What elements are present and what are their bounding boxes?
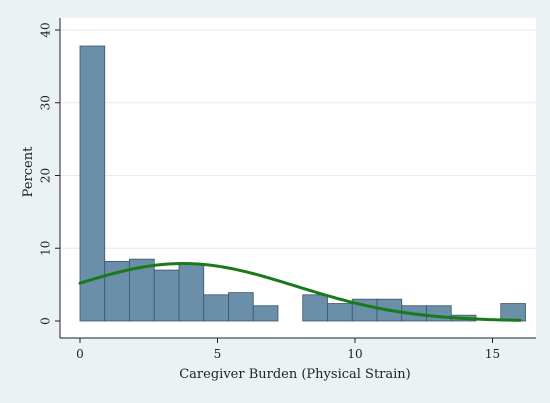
histogram-bar: [178, 263, 205, 322]
axes-layer: 0 10 20 30 40 0 5 10 15: [39, 18, 536, 361]
y-tick-label: 0: [39, 317, 53, 325]
histogram-bar: [500, 303, 526, 322]
y-tick-label: 10: [39, 241, 53, 256]
histogram-bar: [302, 294, 328, 322]
density-curve: [78, 262, 522, 322]
histogram-bar: [79, 45, 106, 322]
histogram-bar: [327, 303, 353, 322]
histogram-bar: [252, 305, 279, 322]
y-tick-label: 40: [39, 22, 53, 37]
y-tick-label: 30: [39, 95, 53, 110]
x-axis-title: Caregiver Burden (Physical Strain): [179, 367, 411, 382]
grid-layer: [60, 29, 536, 249]
x-tick-label: 5: [214, 347, 222, 361]
y-tick-label: 20: [39, 168, 53, 183]
y-axis-title: Percent: [21, 146, 36, 197]
curve-layer: [78, 262, 522, 322]
histogram-bar: [203, 294, 229, 322]
x-tick-label: 0: [76, 347, 84, 361]
histogram-bar: [153, 269, 180, 322]
x-tick-label: 15: [485, 347, 500, 361]
x-tick-label: 10: [347, 347, 362, 361]
histogram-bar: [228, 292, 254, 322]
